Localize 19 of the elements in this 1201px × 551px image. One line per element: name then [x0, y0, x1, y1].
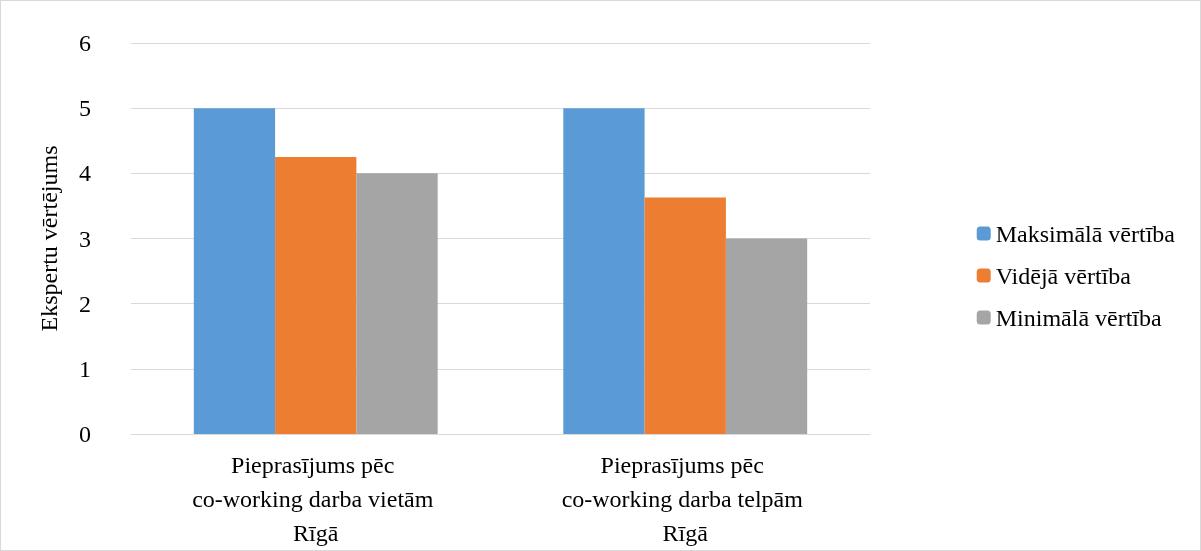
y-tick-label: 4	[79, 160, 91, 187]
y-tick-label: 6	[79, 30, 91, 56]
bar	[193, 108, 276, 434]
legend-label: Minimālā vērtība	[995, 304, 1163, 331]
bar	[725, 238, 808, 434]
y-axis-title: Ekspertu vērtējums	[36, 145, 62, 332]
bar	[275, 157, 357, 434]
y-tick-label: 3	[79, 225, 91, 252]
y-tick-label: 5	[79, 95, 91, 122]
y-tick-label: 2	[79, 290, 91, 317]
legend-label: Maksimālā vērtība	[995, 220, 1176, 247]
x-tick-label: Pieprasījums pēc co-working darba telpām Rīgā	[561, 452, 809, 546]
bar	[563, 108, 645, 434]
bar	[356, 173, 438, 434]
y-tick-label: 1	[79, 355, 91, 382]
bar	[644, 197, 726, 434]
legend-label: Vidējā vērtība	[995, 262, 1132, 289]
y-tick-label: 0	[79, 421, 91, 447]
x-tick-label: Pieprasījums pēc co-working darba vietām Rīgā	[192, 452, 440, 546]
